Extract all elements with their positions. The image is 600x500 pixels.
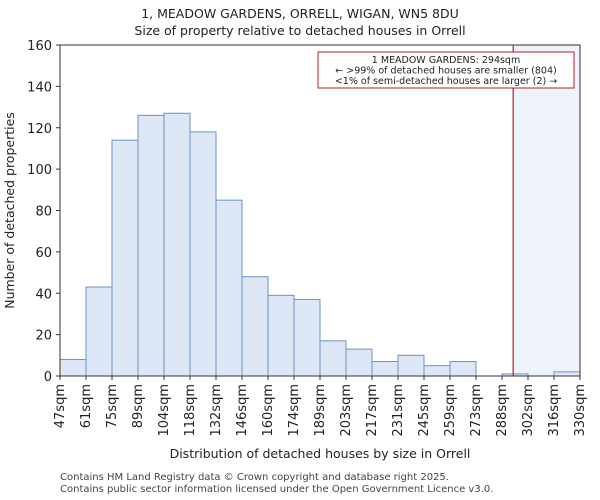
y-tick-label: 80 <box>35 205 52 220</box>
chart-title-line2: Size of property relative to detached ho… <box>134 23 466 38</box>
x-tick-label: 245sqm <box>417 384 432 437</box>
histogram-bar <box>85 286 113 377</box>
histogram-bar <box>267 294 295 377</box>
x-tick-label: 104sqm <box>157 384 172 437</box>
x-tick-label: 75sqm <box>105 384 120 428</box>
x-axis-label: Distribution of detached houses by size … <box>170 446 471 461</box>
histogram-bar <box>59 358 87 377</box>
y-tick-label: 0 <box>44 370 52 385</box>
x-tick-label: 217sqm <box>365 384 380 437</box>
x-tick-label: 203sqm <box>339 384 354 437</box>
histogram-bar <box>215 199 243 377</box>
x-tick-label: 302sqm <box>521 384 536 437</box>
histogram-bar <box>137 114 165 377</box>
annotation-line: ← >99% of detached houses are smaller (8… <box>335 66 556 77</box>
histogram-bar <box>397 354 425 377</box>
annotation-line: 1 MEADOW GARDENS: 294sqm <box>372 55 520 66</box>
histogram-bar <box>241 276 269 377</box>
marker-highlight-region <box>513 45 580 376</box>
x-tick-label: 89sqm <box>131 384 146 428</box>
y-tick-label: 160 <box>27 39 52 54</box>
y-tick-label: 120 <box>27 122 52 137</box>
footer-line2: Contains public sector information licen… <box>60 484 494 495</box>
x-tick-label: 160sqm <box>261 384 276 437</box>
x-tick-label: 288sqm <box>495 384 510 437</box>
y-tick-label: 20 <box>35 329 52 344</box>
chart-title-line1: 1, MEADOW GARDENS, ORRELL, WIGAN, WN5 8D… <box>141 6 459 21</box>
histogram-bar <box>423 365 451 377</box>
x-tick-label: 189sqm <box>313 384 328 437</box>
annotation-box <box>317 51 575 89</box>
x-tick-label: 273sqm <box>469 384 484 437</box>
histogram-bar <box>293 298 321 377</box>
y-tick-label: 40 <box>35 287 52 302</box>
y-tick-label: 100 <box>27 163 52 178</box>
x-tick-label: 61sqm <box>79 384 94 428</box>
x-tick-label: 174sqm <box>287 384 302 437</box>
x-tick-label: 47sqm <box>53 384 68 428</box>
histogram-bar <box>319 340 347 377</box>
annotation-line: <1% of semi-detached houses are larger (… <box>335 76 557 87</box>
y-axis-label: Number of detached properties <box>2 112 17 309</box>
x-tick-label: 330sqm <box>573 384 588 437</box>
y-tick-label: 140 <box>27 80 52 95</box>
histogram-bar <box>371 361 399 377</box>
histogram-bar <box>189 131 217 377</box>
histogram-bar <box>163 112 191 377</box>
x-tick-label: 316sqm <box>547 384 562 437</box>
x-tick-label: 259sqm <box>443 384 458 437</box>
x-tick-label: 118sqm <box>183 384 198 437</box>
x-tick-label: 231sqm <box>391 384 406 437</box>
histogram-bar <box>449 361 477 377</box>
histogram-bar <box>553 371 581 377</box>
footer-line1: Contains HM Land Registry data © Crown c… <box>60 472 449 483</box>
y-tick-label: 60 <box>35 246 52 261</box>
histogram-bar <box>111 139 139 377</box>
x-tick-label: 146sqm <box>235 384 250 437</box>
histogram-bar <box>345 348 373 377</box>
x-tick-label: 132sqm <box>209 384 224 437</box>
